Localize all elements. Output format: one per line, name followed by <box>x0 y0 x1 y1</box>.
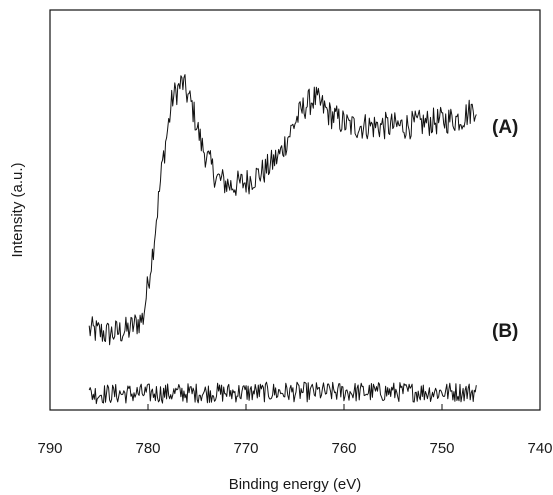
x-axis-tick-labels: 790 780 770 760 750 740 <box>37 440 552 457</box>
x-tick-label-770: 770 <box>233 440 258 457</box>
x-axis-ticks <box>49 404 541 410</box>
x-tick-label-780: 780 <box>135 440 160 457</box>
x-tick-label-760: 760 <box>331 440 356 457</box>
x-tick-label-750: 750 <box>429 440 454 457</box>
series-b-label: (B) <box>492 321 518 342</box>
plot-frame <box>49 9 541 411</box>
series-b-trace <box>88 381 477 405</box>
series-a-label: (A) <box>492 117 518 138</box>
x-tick-label-740: 740 <box>527 440 552 457</box>
x-axis-title: Binding energy (eV) <box>229 476 362 493</box>
series-a-trace <box>88 74 477 346</box>
y-axis-title: Intensity (a.u.) <box>9 162 26 257</box>
x-tick-label-790: 790 <box>37 440 62 457</box>
